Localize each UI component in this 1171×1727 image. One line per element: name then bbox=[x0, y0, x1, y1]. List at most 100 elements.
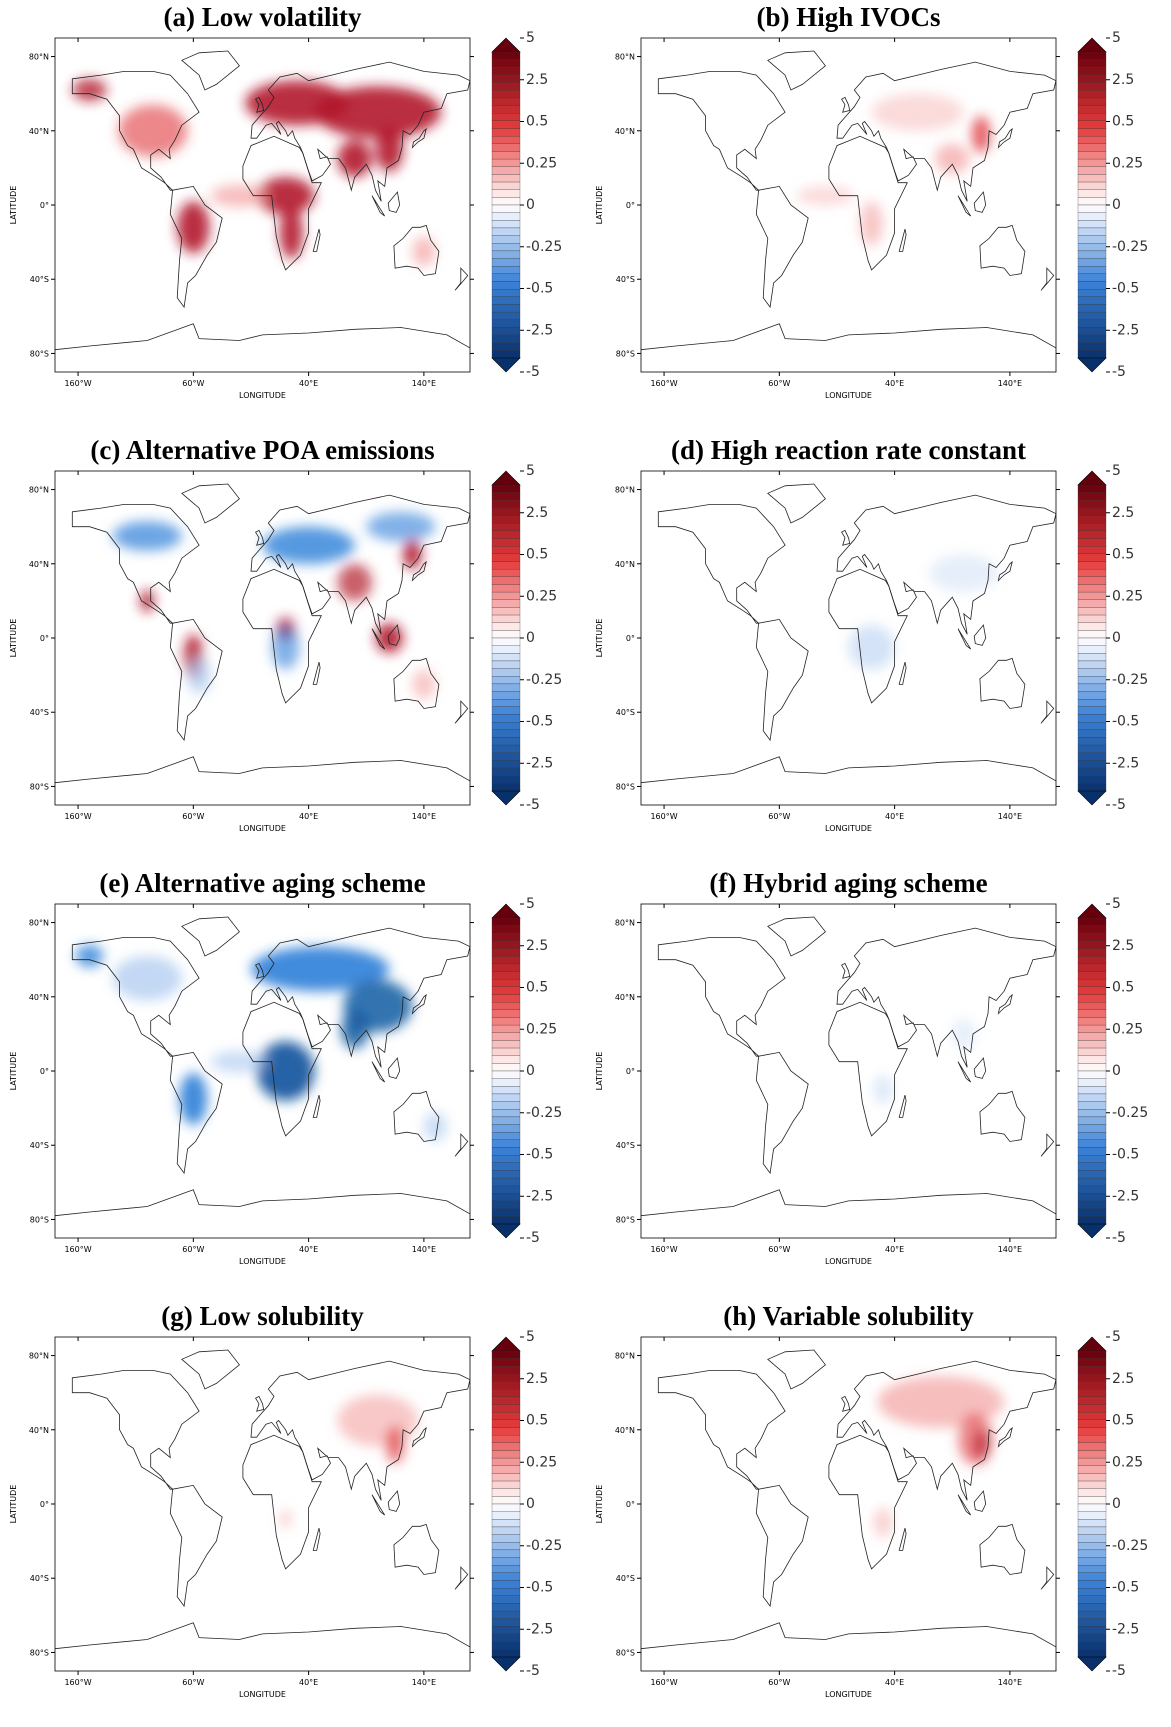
colorbar-step bbox=[1077, 1626, 1107, 1635]
colorbar-step bbox=[1077, 1116, 1107, 1125]
colorbar-step bbox=[1077, 484, 1107, 493]
map-field bbox=[641, 471, 1056, 805]
colorbar-step bbox=[491, 166, 521, 175]
colorbar-step bbox=[1077, 1124, 1107, 1133]
colorbar-cap bbox=[491, 790, 521, 806]
colorbar-step bbox=[1077, 775, 1107, 784]
coastline bbox=[242, 135, 322, 271]
x-tick-label: 140°E bbox=[412, 1678, 436, 1687]
colorbar-step bbox=[1077, 492, 1107, 501]
colorbar-step bbox=[491, 1534, 521, 1543]
coastline bbox=[1040, 1133, 1055, 1157]
colorbar-label: 0.5 bbox=[1112, 547, 1134, 563]
coastline bbox=[657, 937, 786, 1057]
coastline bbox=[836, 927, 1056, 1068]
y-axis-label: LATITUDE bbox=[9, 1485, 18, 1524]
colorbar-cap bbox=[491, 903, 521, 919]
coastline bbox=[371, 628, 386, 650]
colorbar-cap bbox=[1077, 1656, 1107, 1672]
colorbar-cap bbox=[1077, 357, 1107, 373]
x-tick-label: 160°W bbox=[650, 379, 677, 388]
map-background bbox=[641, 38, 1056, 372]
y-tick-label: 40°S bbox=[616, 708, 635, 717]
colorbar-cap bbox=[1077, 790, 1107, 806]
y-tick-label: 40°N bbox=[615, 127, 635, 136]
colorbar: 5 2.5 0.5 0.25 0 -0.25 -0.5 -2.5 -5 bbox=[491, 1329, 562, 1679]
colorbar-step bbox=[1077, 933, 1107, 942]
colorbar: 5 2.5 0.5 0.25 0 -0.25 -0.5 -2.5 -5 bbox=[491, 896, 562, 1246]
coastline bbox=[181, 1349, 240, 1390]
colorbar-step bbox=[1077, 1032, 1107, 1041]
coastline bbox=[898, 661, 907, 685]
anomaly-blob bbox=[337, 140, 373, 178]
coastline bbox=[828, 1434, 908, 1570]
colorbar-step bbox=[491, 683, 521, 692]
colorbar-step bbox=[1077, 714, 1107, 723]
coastline bbox=[411, 993, 427, 1015]
colorbar-step bbox=[1077, 158, 1107, 167]
coastline bbox=[371, 195, 386, 217]
colorbar-step bbox=[1077, 334, 1107, 343]
coastline bbox=[841, 1395, 851, 1412]
colorbar-step bbox=[491, 113, 521, 121]
colorbar-label: -2.5 bbox=[1112, 1188, 1139, 1204]
y-tick-label: 0° bbox=[626, 201, 635, 210]
x-tick-label: 60°W bbox=[182, 812, 204, 821]
panel-title: (g) Low solubility bbox=[161, 1301, 364, 1331]
colorbar-label: 2.5 bbox=[1112, 505, 1134, 521]
colorbar-step bbox=[491, 59, 521, 68]
anomaly-blob bbox=[140, 589, 155, 613]
colorbar-label: 0.25 bbox=[1112, 1021, 1143, 1037]
colorbar-step bbox=[491, 1633, 521, 1642]
colorbar-step bbox=[1077, 1009, 1107, 1018]
colorbar-step bbox=[491, 319, 521, 328]
x-axis-label: LONGITUDE bbox=[239, 1257, 286, 1266]
colorbar-step bbox=[1077, 1350, 1107, 1359]
y-tick-label: 40°S bbox=[616, 1141, 635, 1150]
colorbar-step bbox=[491, 258, 521, 267]
y-tick-label: 0° bbox=[40, 1067, 49, 1076]
coastline bbox=[836, 494, 1056, 635]
colorbar-label: 2.5 bbox=[526, 938, 548, 954]
coastline bbox=[242, 568, 322, 704]
coastline bbox=[755, 1051, 809, 1175]
colorbar-step bbox=[1077, 1603, 1107, 1612]
anomaly-blob bbox=[385, 1426, 405, 1464]
y-tick-label: 80°N bbox=[615, 1352, 635, 1361]
colorbar-step bbox=[491, 151, 521, 160]
y-tick-label: 40°N bbox=[29, 1426, 49, 1435]
colorbar-step bbox=[491, 227, 521, 236]
colorbar-step bbox=[1077, 235, 1107, 244]
colorbar-step bbox=[1077, 691, 1107, 700]
y-tick-label: 0° bbox=[626, 1500, 635, 1509]
colorbar-step bbox=[1077, 227, 1107, 236]
colorbar-step bbox=[1077, 1412, 1107, 1420]
colorbar-step bbox=[491, 553, 521, 562]
colorbar-label: 0.5 bbox=[1112, 980, 1134, 996]
colorbar-step bbox=[491, 1450, 521, 1459]
coastline bbox=[454, 700, 469, 724]
colorbar-label: -5 bbox=[526, 1230, 540, 1246]
colorbar-step bbox=[1077, 668, 1107, 677]
map-field bbox=[55, 471, 470, 805]
colorbar-step bbox=[1077, 1526, 1107, 1535]
y-tick-label: 0° bbox=[40, 634, 49, 643]
colorbar-step bbox=[1077, 956, 1107, 965]
x-tick-label: 60°W bbox=[768, 379, 790, 388]
colorbar-step bbox=[491, 67, 521, 76]
coastline bbox=[841, 529, 851, 546]
colorbar-step bbox=[491, 668, 521, 677]
colorbar-step bbox=[1077, 721, 1107, 730]
colorbar-step bbox=[1077, 1139, 1107, 1148]
y-tick-label: 80°S bbox=[30, 1215, 49, 1224]
coastline bbox=[55, 323, 470, 351]
anomaly-blob bbox=[262, 526, 355, 564]
colorbar-step bbox=[491, 1358, 521, 1367]
colorbar-step bbox=[1077, 1040, 1107, 1049]
colorbar-step bbox=[491, 128, 521, 137]
colorbar-label: -0.5 bbox=[526, 714, 553, 730]
y-tick-label: 80°N bbox=[29, 919, 49, 928]
panel: (e) Alternative aging scheme 160°W 60°W 40°… bbox=[9, 868, 562, 1266]
colorbar-step bbox=[491, 1101, 521, 1110]
map-field bbox=[641, 38, 1056, 372]
